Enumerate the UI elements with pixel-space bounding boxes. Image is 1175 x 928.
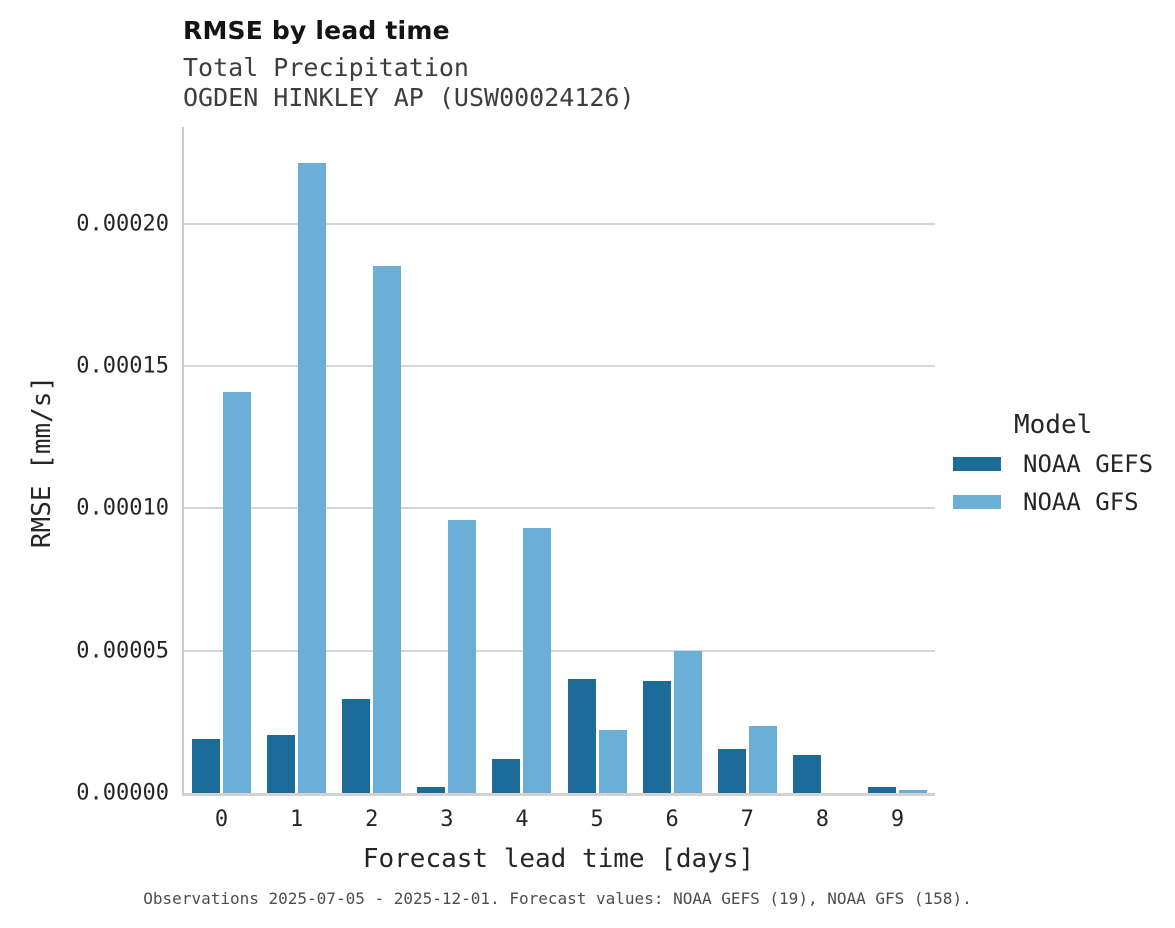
- bar-noaa-gfs-lead-6: [673, 650, 702, 793]
- bar-noaa-gefs-lead-8: [792, 755, 821, 793]
- y-tick-label: 0.00015: [76, 353, 169, 379]
- legend-swatch-noaa-gefs: [953, 457, 1001, 471]
- bar-noaa-gefs-lead-6: [642, 680, 671, 793]
- gridline-0.00010: [184, 507, 935, 510]
- x-tick-label: 0: [214, 807, 229, 832]
- y-axis-label: RMSE [mm/s]: [27, 375, 57, 549]
- bar-noaa-gfs-lead-4: [523, 528, 552, 793]
- bar-noaa-gfs-lead-1: [298, 162, 327, 793]
- x-tick-label: 4: [515, 807, 529, 832]
- y-tick-label: 0.00010: [76, 495, 169, 521]
- x-tick-label: 6: [665, 807, 679, 832]
- x-axis-label: Forecast lead time [days]: [362, 844, 755, 874]
- bar-noaa-gefs-lead-9: [867, 787, 896, 793]
- bar-noaa-gfs-lead-5: [598, 730, 627, 793]
- bar-noaa-gefs-lead-3: [417, 787, 446, 793]
- bar-noaa-gefs-lead-5: [567, 679, 596, 793]
- x-tick-label: 8: [815, 807, 829, 832]
- legend-item-noaa-gfs: NOAA GFS: [953, 488, 1153, 516]
- bar-noaa-gefs-lead-1: [267, 734, 296, 793]
- gridline-0.00020: [184, 222, 935, 225]
- y-tick-label: 0.00005: [76, 638, 169, 664]
- chart-title: RMSE by lead time: [183, 16, 450, 45]
- legend-label-noaa-gefs: NOAA GEFS: [1023, 450, 1154, 478]
- plot-area: 0.00000 0.00005 0.00010 0.00015 0.00020 0 1 2 3 4…: [76, 127, 935, 832]
- bar-noaa-gfs-lead-9: [898, 790, 927, 793]
- y-tick-label: 0.00000: [76, 780, 169, 806]
- x-tick-label: 5: [590, 807, 604, 832]
- chart-subtitle-station: OGDEN HINKLEY AP (USW00024126): [183, 83, 635, 112]
- legend-title: Model: [1014, 410, 1093, 440]
- bar-noaa-gfs-lead-3: [448, 519, 477, 793]
- x-tick-label: 9: [890, 807, 905, 832]
- bar-noaa-gefs-lead-0: [192, 738, 221, 793]
- bar-noaa-gfs-lead-2: [373, 266, 402, 793]
- legend-item-noaa-gefs: NOAA GEFS: [953, 450, 1153, 478]
- chart-subtitle-variable: Total Precipitation: [183, 53, 469, 82]
- legend-label-noaa-gfs: NOAA GFS: [1023, 488, 1139, 516]
- legend-items: NOAA GEFS NOAA GFS: [953, 450, 1153, 516]
- bar-noaa-gefs-lead-7: [717, 748, 746, 793]
- title-block: RMSE by lead time Total Precipitation OG…: [183, 16, 635, 113]
- gridline-0.00015: [184, 365, 935, 368]
- bar-noaa-gefs-lead-4: [492, 758, 521, 793]
- y-tick-label: 0.00020: [76, 211, 169, 237]
- bar-noaa-gefs-lead-2: [342, 699, 371, 793]
- x-tick-label: 7: [740, 807, 754, 832]
- gridline-0.00005: [184, 649, 935, 652]
- caption: Observations 2025-07-05 - 2025-12-01. Fo…: [143, 889, 972, 908]
- x-tick-label: 1: [290, 807, 304, 832]
- bar-noaa-gfs-lead-7: [748, 726, 777, 793]
- x-tick-label: 2: [365, 807, 379, 832]
- bar-noaa-gfs-lead-0: [223, 391, 252, 793]
- legend: Model NOAA GEFS NOAA GFS: [953, 410, 1153, 516]
- legend-swatch-noaa-gfs: [953, 495, 1001, 509]
- x-tick-label: 3: [440, 807, 454, 832]
